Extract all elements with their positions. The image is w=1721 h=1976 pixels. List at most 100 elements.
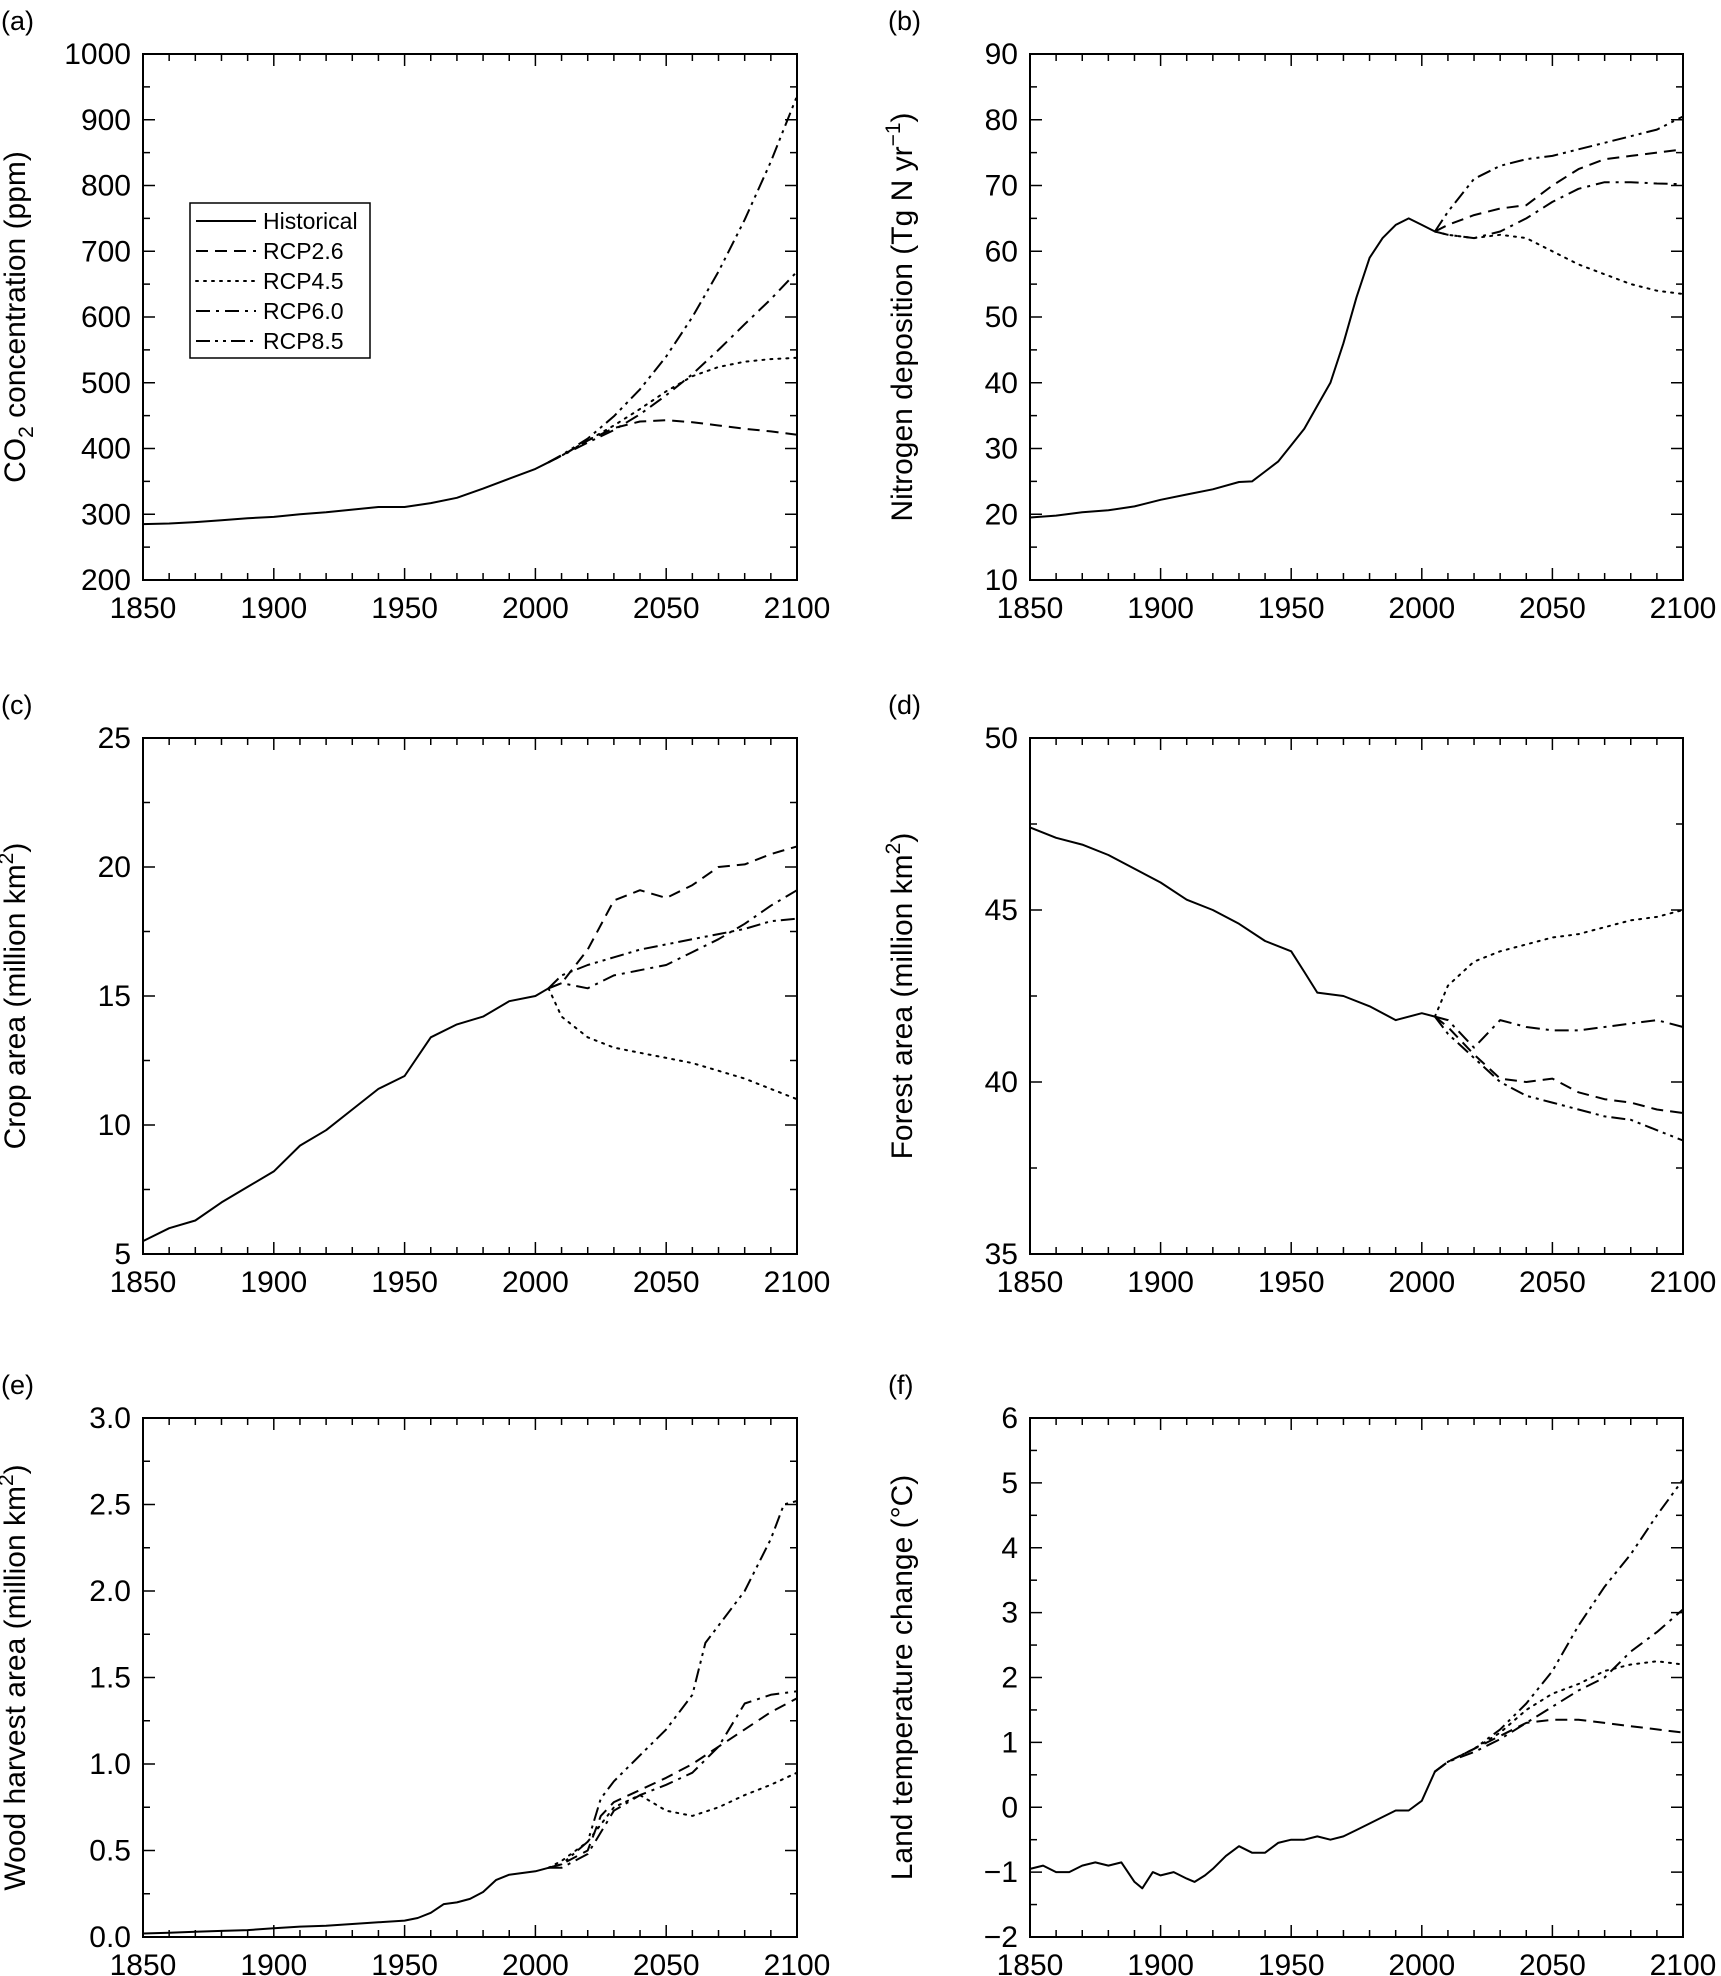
y-tick-label: 0.0 [89, 1921, 131, 1954]
y-tick-label: 25 [98, 722, 131, 755]
y-tick-label: 50 [985, 301, 1018, 334]
x-tick-label: 1850 [110, 1266, 177, 1299]
series-line-rcp4-5 [547, 1771, 798, 1869]
y-tick-label: 30 [985, 433, 1018, 466]
panel-b: (b) 1850 1900 1950 2000 2050 2100 10 20 30 40 50 60 7… [882, 6, 1716, 625]
series-line-rcp4-5 [547, 356, 798, 464]
panel-letter: (b) [888, 6, 921, 36]
panel-letter: (f) [888, 1370, 913, 1400]
series-line-rcp8-5 [1434, 115, 1684, 233]
x-tick-label: 1950 [1258, 1266, 1325, 1299]
x-tick-label: 1850 [997, 592, 1064, 625]
y-tick-label: 5 [1001, 1467, 1018, 1500]
y-tick-label: 0 [1001, 1791, 1018, 1824]
y-tick-label: 80 [985, 104, 1018, 137]
plot-frame [1029, 53, 1684, 581]
y-tick-label: 1 [1001, 1726, 1018, 1759]
y-tick-label: 1.5 [89, 1662, 131, 1695]
x-tick-label: 1900 [1127, 1949, 1194, 1976]
plot-frame [142, 737, 798, 1255]
y-tick-label: 4 [1001, 1532, 1018, 1565]
x-tick-label: 2050 [633, 592, 700, 625]
x-tick-label: 1950 [371, 1266, 438, 1299]
legend-label: Historical [263, 208, 358, 234]
panel-letter: (d) [888, 690, 921, 720]
y-tick-label: 3.0 [89, 1402, 131, 1435]
y-tick-label: 2.0 [89, 1575, 131, 1608]
x-tick-label: 1850 [997, 1949, 1064, 1976]
x-tick-label: 2100 [764, 592, 831, 625]
series-line-rcp8-5 [1434, 1015, 1684, 1142]
series-line-rcp6-0 [548, 889, 798, 990]
y-axis-label-part: CO [0, 438, 32, 483]
plot-frame [1029, 1417, 1684, 1938]
panel-letter: (e) [1, 1370, 34, 1400]
y-tick-label: 400 [81, 433, 131, 466]
y-axis-label-part: ) [886, 833, 919, 843]
series-line-rcp2-6 [1434, 148, 1684, 233]
series-line-rcp6-0 [1434, 1608, 1684, 1773]
series-line-rcp4-5 [1433, 230, 1684, 295]
series-line-historical [142, 987, 550, 1242]
panel-letter: (c) [1, 690, 32, 720]
series-line-rcp4-5 [1433, 909, 1684, 1018]
x-tick-label: 1850 [997, 1266, 1064, 1299]
panel-c: (c) 1850 1900 1950 2000 2050 2100 5 10 15 20 25 Crop… [0, 690, 830, 1299]
x-tick-label: 1900 [1127, 592, 1194, 625]
x-tick-label: 1850 [110, 592, 177, 625]
plot-frame [142, 1417, 798, 1938]
y-axis-label-part: Forest area (million km [886, 854, 919, 1159]
series-line-rcp2-6 [548, 845, 798, 990]
panel-letter: (a) [1, 6, 34, 36]
y-axis-label-part: ) [0, 843, 32, 853]
y-tick-label: 200 [81, 564, 131, 597]
x-tick-label: 2000 [1388, 592, 1455, 625]
series-line-rcp6-0 [1434, 1015, 1684, 1049]
y-tick-label: 500 [81, 367, 131, 400]
y-tick-label: 60 [985, 235, 1018, 268]
series-line-rcp2-6 [1434, 1015, 1684, 1114]
x-tick-label: 1950 [1258, 592, 1325, 625]
y-tick-label: −2 [984, 1921, 1018, 1954]
series-line-rcp2-6 [548, 1697, 798, 1869]
y-tick-label: 20 [985, 498, 1018, 531]
legend-label: RCP4.5 [263, 268, 344, 294]
legend-label: RCP6.0 [263, 298, 344, 324]
x-tick-label: 2000 [502, 592, 569, 625]
panel-f: (f) 1850 1900 1950 2000 2050 2100 −2 −1 0 1 2 3 4 5 6 La… [886, 1370, 1716, 1976]
y-tick-label: 15 [98, 980, 131, 1013]
series-line-rcp6-0 [1434, 181, 1684, 240]
y-tick-label: 10 [98, 1109, 131, 1142]
series-line-historical [142, 1866, 549, 1935]
x-tick-label: 1900 [240, 1949, 307, 1976]
x-tick-label: 1900 [240, 592, 307, 625]
y-tick-label: 5 [114, 1238, 131, 1271]
y-axis-label-part: 2 [882, 843, 905, 855]
y-tick-label: 90 [985, 38, 1018, 71]
y-tick-label: 2 [1001, 1662, 1018, 1695]
x-tick-label: 2000 [1388, 1949, 1455, 1976]
y-axis-label-part: Wood harvest area (million km [0, 1486, 32, 1891]
series-line-rcp4-5 [547, 987, 798, 1101]
x-tick-label: 1900 [240, 1266, 307, 1299]
y-axis-label-part: 2 [0, 1474, 18, 1486]
x-tick-label: 1950 [371, 592, 438, 625]
x-tick-label: 1950 [371, 1949, 438, 1976]
legend: Historical RCP2.6 RCP4.5 RCP6.0 RCP8.5 [189, 202, 371, 359]
series-line-rcp6-0 [548, 1690, 798, 1869]
series-line-rcp8-5 [548, 95, 798, 464]
y-tick-label: 20 [98, 851, 131, 884]
y-axis-label-part: Land temperature change (°C) [886, 1475, 919, 1881]
y-axis-label-part: Nitrogen deposition (Tg N yr [886, 146, 919, 521]
x-tick-label: 2000 [502, 1266, 569, 1299]
y-axis-label: CO2 concentration (ppm) [0, 151, 38, 483]
x-tick-label: 2000 [1388, 1266, 1455, 1299]
series-line-rcp2-6 [548, 419, 798, 464]
series-line-rcp8-5 [548, 1500, 798, 1869]
y-axis-label-part: 2 [15, 426, 38, 438]
panel-a: (a) 1850 1900 1950 2000 2050 2100 200 300 400 500 6… [0, 6, 830, 625]
y-axis-label-part: −1 [882, 122, 905, 146]
y-tick-label: 600 [81, 301, 131, 334]
y-axis-label-part: ) [0, 1464, 32, 1474]
x-tick-label: 1900 [1127, 1266, 1194, 1299]
